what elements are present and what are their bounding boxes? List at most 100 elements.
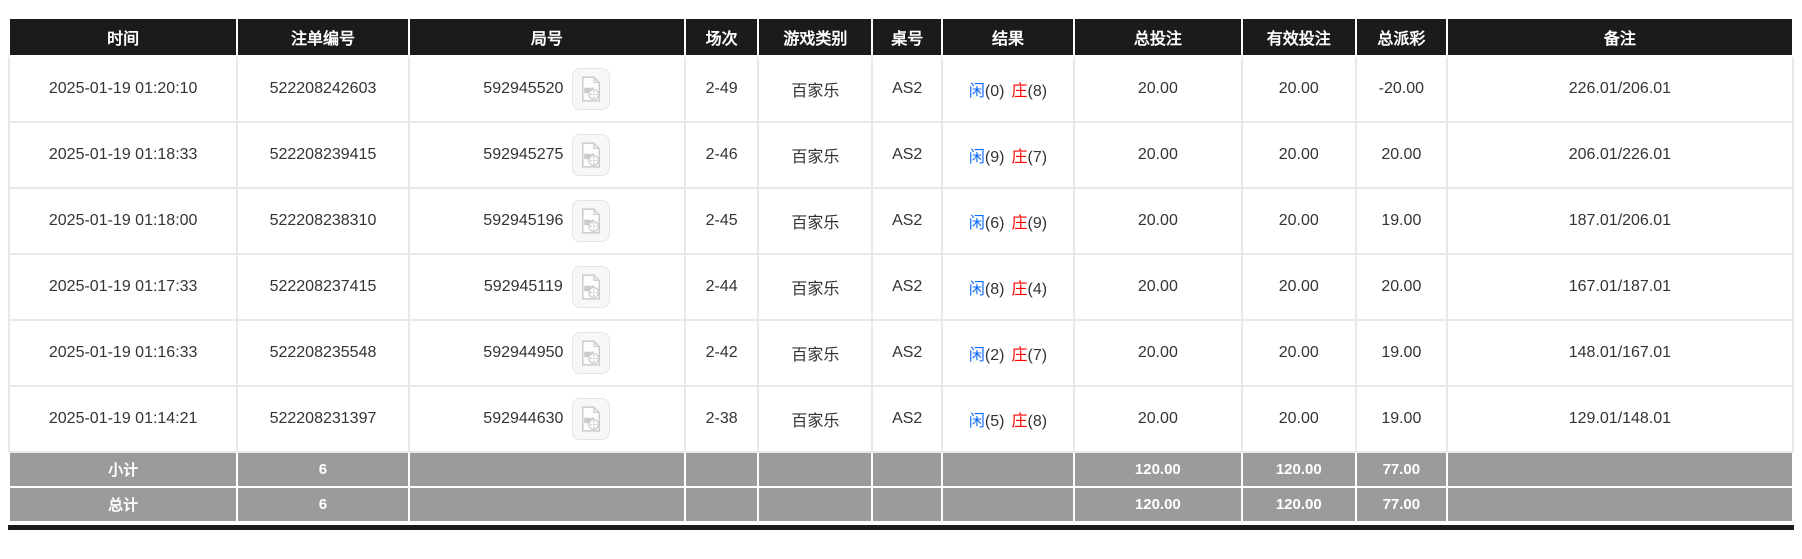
total-bet-cell: 20.00 <box>1073 253 1243 321</box>
player-result-score: (9) <box>984 149 1005 166</box>
result-cell: 闲(5) 庄(8) <box>940 385 1076 453</box>
round-id: 592945520 <box>483 80 564 97</box>
remark-cell: 148.01/167.01 <box>1445 319 1795 387</box>
round-id: 592944950 <box>483 344 564 361</box>
round-id: 592945196 <box>483 212 564 229</box>
video-replay-button[interactable] <box>572 68 611 110</box>
bet-id-cell: 522208238310 <box>236 187 410 255</box>
remark-cell: 206.01/226.01 <box>1445 121 1795 189</box>
player-result-label: 闲 <box>968 347 985 364</box>
remark-cell: 167.01/187.01 <box>1445 253 1795 321</box>
bet-id-cell: 522208235548 <box>236 319 410 387</box>
subtotal-count: 6 <box>236 451 410 488</box>
total-payout-cell: -20.00 <box>1354 55 1448 123</box>
round-cell: 592945275 <box>407 121 687 189</box>
column-header-result: 结果 <box>940 17 1076 57</box>
session-cell: 2-38 <box>684 385 760 453</box>
bet-records-table: 时间 注单编号 局号 场次 游戏类别 桌号 结果 总投注 有效投注 总派彩 备注… <box>7 17 1795 523</box>
total-bet-cell: 20.00 <box>1073 55 1243 123</box>
video-file-icon <box>582 142 601 168</box>
valid-bet-cell: 20.00 <box>1240 319 1357 387</box>
result-cell: 闲(2) 庄(7) <box>940 319 1076 387</box>
table-row: 2025-01-19 01:18:33 522208239415 5929452… <box>7 121 1795 189</box>
grand-total-count: 6 <box>236 486 410 523</box>
total-payout-cell: 19.00 <box>1354 187 1448 255</box>
valid-bet-cell: 20.00 <box>1240 385 1357 453</box>
subtotal-empty-game-type <box>757 451 874 488</box>
time-cell: 2025-01-19 01:16:33 <box>7 319 239 387</box>
video-replay-button[interactable] <box>572 398 611 440</box>
result-cell: 闲(9) 庄(7) <box>940 121 1076 189</box>
banker-result-label: 庄 <box>1011 215 1028 232</box>
column-header-round-id: 局号 <box>407 17 687 57</box>
table-row: 2025-01-19 01:14:21 522208231397 5929446… <box>7 385 1795 453</box>
video-file-icon <box>582 208 601 234</box>
column-header-time: 时间 <box>7 17 239 57</box>
video-file-icon <box>581 274 601 300</box>
player-result-score: (8) <box>984 281 1005 298</box>
time-cell: 2025-01-19 01:20:10 <box>7 55 239 123</box>
result-cell: 闲(0) 庄(8) <box>940 55 1076 123</box>
session-cell: 2-49 <box>684 55 760 123</box>
banker-result-label: 庄 <box>1011 83 1028 100</box>
round-cell: 592944950 <box>407 319 687 387</box>
video-file-icon <box>582 76 601 102</box>
round-id: 592945275 <box>483 146 564 163</box>
column-header-remark: 备注 <box>1445 17 1795 57</box>
player-result-score: (5) <box>984 413 1005 430</box>
time-cell: 2025-01-19 01:18:00 <box>7 187 239 255</box>
player-result-score: (0) <box>984 83 1005 100</box>
grand-total-empty-session <box>684 486 760 523</box>
result-cell: 闲(8) 庄(4) <box>940 253 1076 321</box>
table-no-cell: AS2 <box>871 121 943 189</box>
total-bet-cell: 20.00 <box>1073 319 1243 387</box>
video-replay-button[interactable] <box>572 134 611 176</box>
table-row: 2025-01-19 01:18:00 522208238310 5929451… <box>7 187 1795 255</box>
round-cell: 592945520 <box>407 55 687 123</box>
round-cell: 592944630 <box>407 385 687 453</box>
valid-bet-cell: 20.00 <box>1240 187 1357 255</box>
player-result-score: (6) <box>984 215 1005 232</box>
game-type-cell: 百家乐 <box>757 121 874 189</box>
subtotal-empty-round <box>407 451 687 488</box>
grand-total-total-bet: 120.00 <box>1073 486 1243 523</box>
banker-result-score: (9) <box>1027 215 1048 232</box>
subtotal-total-bet: 120.00 <box>1073 451 1243 488</box>
column-header-session: 场次 <box>684 17 760 57</box>
table-row: 2025-01-19 01:17:33 522208237415 5929451… <box>7 253 1795 321</box>
table-no-cell: AS2 <box>871 187 943 255</box>
column-header-total-bet: 总投注 <box>1073 17 1243 57</box>
grand-total-empty-remark <box>1445 486 1795 523</box>
total-payout-cell: 19.00 <box>1354 385 1448 453</box>
header-row: 时间 注单编号 局号 场次 游戏类别 桌号 结果 总投注 有效投注 总派彩 备注 <box>7 17 1795 57</box>
total-payout-cell: 19.00 <box>1354 319 1448 387</box>
video-replay-button[interactable] <box>572 200 611 242</box>
table-row: 2025-01-19 01:16:33 522208235548 5929449… <box>7 319 1795 387</box>
banker-result-label: 庄 <box>1011 149 1028 166</box>
time-cell: 2025-01-19 01:18:33 <box>7 121 239 189</box>
video-replay-button[interactable] <box>572 332 611 374</box>
session-cell: 2-46 <box>684 121 760 189</box>
table-row: 2025-01-19 01:20:10 522208242603 5929455… <box>7 55 1795 123</box>
grand-total-total-payout: 77.00 <box>1354 486 1448 523</box>
game-type-cell: 百家乐 <box>757 253 874 321</box>
subtotal-valid-bet: 120.00 <box>1240 451 1357 488</box>
subtotal-empty-session <box>684 451 760 488</box>
round-cell: 592945196 <box>407 187 687 255</box>
banker-result-label: 庄 <box>1011 347 1028 364</box>
column-header-bet-id: 注单编号 <box>236 17 410 57</box>
total-bet-cell: 20.00 <box>1073 187 1243 255</box>
result-cell: 闲(6) 庄(9) <box>940 187 1076 255</box>
total-payout-cell: 20.00 <box>1354 253 1448 321</box>
valid-bet-cell: 20.00 <box>1240 55 1357 123</box>
remark-cell: 129.01/148.01 <box>1445 385 1795 453</box>
banker-result-score: (4) <box>1027 281 1048 298</box>
player-result-label: 闲 <box>968 413 985 430</box>
game-type-cell: 百家乐 <box>757 55 874 123</box>
banker-result-score: (8) <box>1027 83 1048 100</box>
bet-id-cell: 522208237415 <box>236 253 410 321</box>
valid-bet-cell: 20.00 <box>1240 253 1357 321</box>
grand-total-empty-result <box>940 486 1076 523</box>
table-no-cell: AS2 <box>871 253 943 321</box>
video-replay-button[interactable] <box>571 266 610 308</box>
